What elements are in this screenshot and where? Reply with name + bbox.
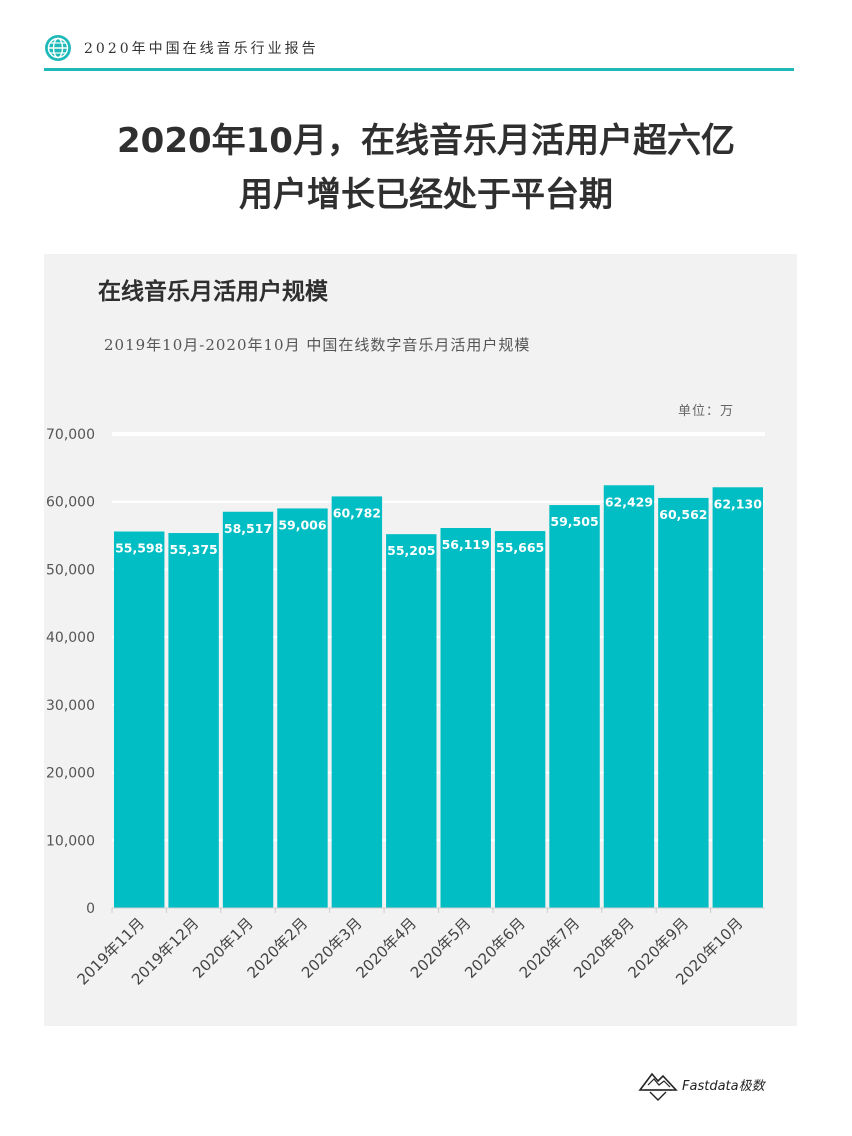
- bar: [658, 497, 709, 908]
- bar-chart: 0 10,000 20,000 30,000 40,000 50,000 60,000 70,…: [46, 427, 765, 989]
- headline-line-1: 2020年10月，在线音乐月活用户超六亿: [117, 121, 735, 161]
- data-label: 55,205: [387, 543, 435, 558]
- report-header: 2020年中国在线音乐行业报告: [44, 32, 794, 71]
- globe-icon: [45, 35, 71, 61]
- header-rule: [44, 68, 794, 71]
- data-label: 56,119: [442, 537, 490, 552]
- bar: [277, 508, 328, 908]
- footer-brand: Fastdata极数: [682, 1079, 765, 1094]
- footer-logo: Fastdata极数: [638, 1066, 798, 1102]
- bar: [603, 485, 655, 908]
- bar: [549, 505, 600, 908]
- unit-label: 单位：万: [678, 404, 735, 419]
- report-title: 2020年中国在线音乐行业报告: [84, 41, 319, 57]
- y-tick-label: 70,000: [46, 427, 95, 443]
- bar: [222, 511, 274, 908]
- y-tick-label: 30,000: [46, 698, 95, 714]
- bar: [168, 533, 219, 908]
- bar: [386, 534, 437, 908]
- data-label: 55,375: [170, 542, 218, 557]
- chart-panel: 在线音乐月活用户规模 2019年10月-2020年10月 中国在线数字音乐月活用…: [44, 254, 797, 1026]
- chart-subtitle: 2019年10月-2020年10月 中国在线数字音乐月活用户规模: [104, 336, 531, 354]
- page-headline: 2020年10月，在线音乐月活用户超六亿 用户增长已经处于平台期: [0, 114, 852, 222]
- y-tick-label: 50,000: [46, 562, 95, 578]
- bar: [114, 531, 165, 908]
- data-label: 62,429: [605, 494, 653, 509]
- bar: [331, 496, 383, 908]
- y-tick-label: 60,000: [46, 495, 95, 511]
- y-tick-label: 0: [86, 901, 95, 917]
- data-label: 59,505: [550, 514, 598, 529]
- data-label: 58,517: [224, 521, 272, 536]
- bar: [440, 527, 491, 908]
- y-tick-label: 10,000: [46, 833, 95, 849]
- bar: [494, 531, 546, 908]
- data-label: 59,006: [278, 517, 327, 532]
- data-label: 60,782: [333, 505, 381, 520]
- headline-line-2: 用户增长已经处于平台期: [239, 175, 613, 215]
- data-label: 55,665: [496, 540, 544, 555]
- data-label: 60,562: [659, 507, 707, 522]
- mountain-logo-icon: [638, 1072, 678, 1101]
- data-label: 62,130: [714, 496, 763, 511]
- y-tick-label: 20,000: [46, 766, 95, 782]
- bar: [712, 487, 763, 908]
- chart-title: 在线音乐月活用户规模: [98, 279, 328, 305]
- data-label: 55,598: [115, 541, 163, 556]
- y-tick-label: 40,000: [46, 630, 95, 646]
